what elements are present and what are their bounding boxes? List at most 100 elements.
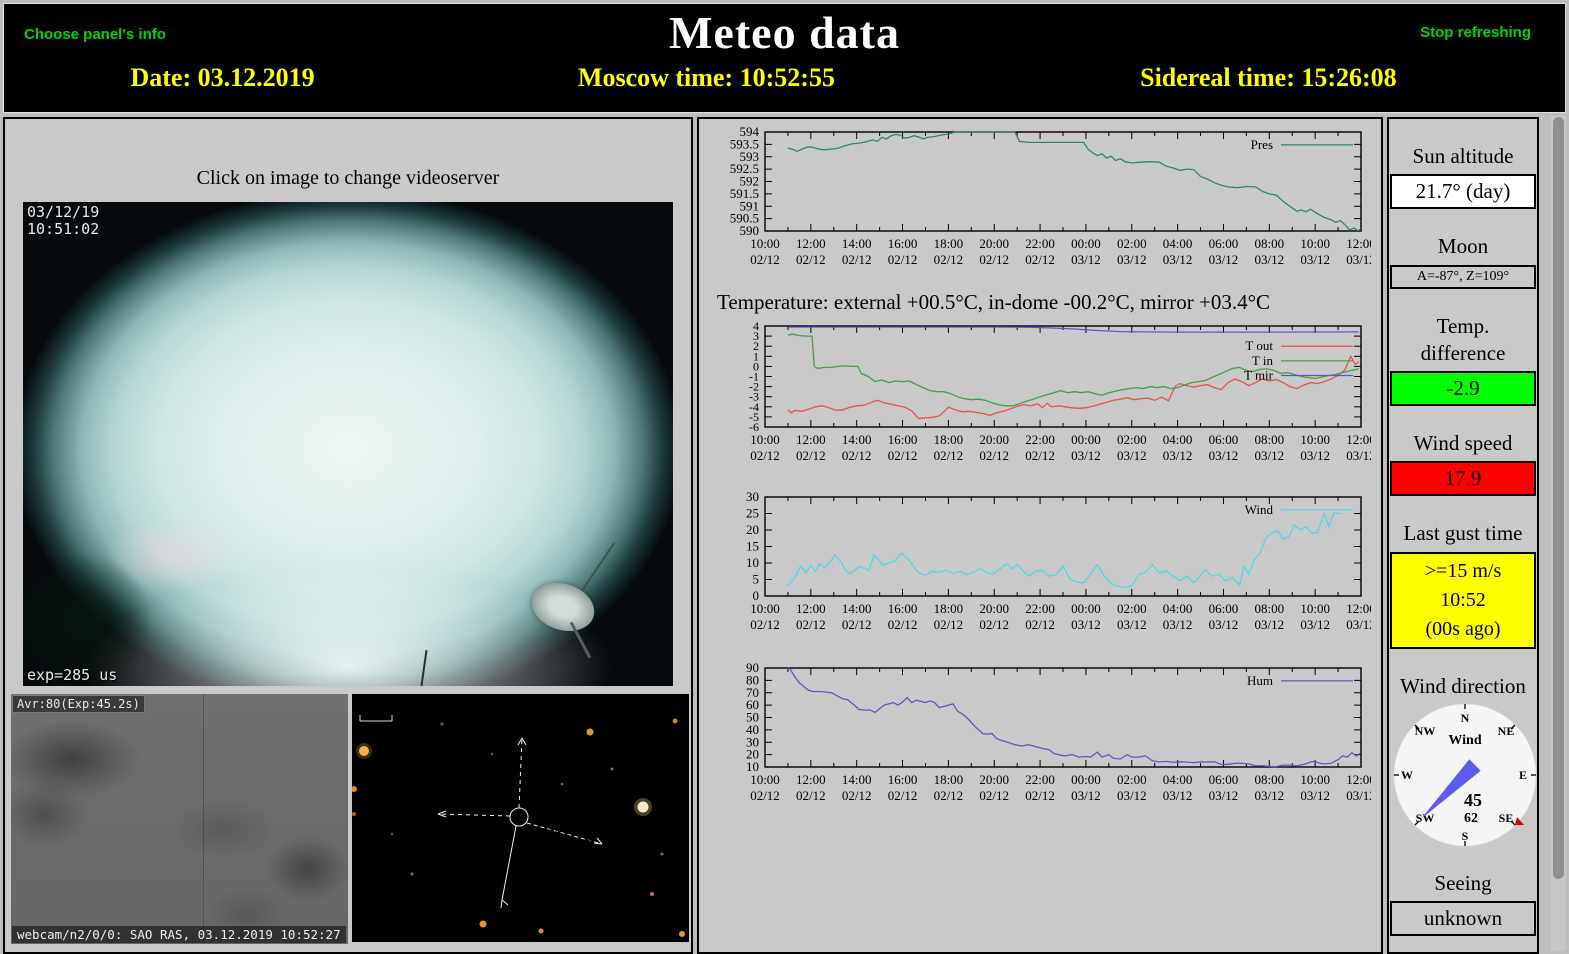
svg-text:590: 590 xyxy=(740,223,760,238)
svg-text:18:00: 18:00 xyxy=(934,432,964,447)
svg-text:03/12: 03/12 xyxy=(1300,448,1330,463)
last-gust-line1: >=15 m/s xyxy=(1424,559,1502,582)
last-gust-value: >=15 m/s 10:52 (00s ago) xyxy=(1390,551,1536,649)
svg-text:03/12: 03/12 xyxy=(1254,252,1284,267)
svg-text:02/12: 02/12 xyxy=(888,788,918,803)
svg-text:16:00: 16:00 xyxy=(888,772,918,787)
webcam-footer-label: webcam/n2/0/0: SAO RAS, 03.12.2019 10:52… xyxy=(12,926,346,943)
svg-text:03/12: 03/12 xyxy=(1300,788,1330,803)
svg-text:T mir: T mir xyxy=(1244,367,1274,382)
svg-text:02:00: 02:00 xyxy=(1117,772,1147,787)
svg-text:02:00: 02:00 xyxy=(1117,236,1147,251)
svg-text:02/12: 02/12 xyxy=(979,252,1009,267)
allsky-exposure-label: exp=285 us xyxy=(27,666,118,684)
last-gust-line3: (00s ago) xyxy=(1425,617,1501,640)
svg-text:03/12: 03/12 xyxy=(1117,448,1147,463)
temp-difference-value: -2.9 xyxy=(1390,371,1536,407)
svg-text:0: 0 xyxy=(753,359,759,373)
svg-text:12:00: 12:00 xyxy=(796,772,826,787)
svg-text:10:00: 10:00 xyxy=(750,601,780,616)
svg-text:22:00: 22:00 xyxy=(1025,772,1055,787)
svg-text:04:00: 04:00 xyxy=(1163,601,1193,616)
svg-text:06:00: 06:00 xyxy=(1209,601,1239,616)
svg-text:18:00: 18:00 xyxy=(934,236,964,251)
svg-text:T in: T in xyxy=(1252,353,1274,368)
svg-text:10:00: 10:00 xyxy=(750,772,780,787)
last-gust-title: Last gust time xyxy=(1403,521,1523,546)
svg-text:00:00: 00:00 xyxy=(1071,772,1101,787)
scale-label: 1' xyxy=(368,700,376,714)
webcam-image[interactable]: Avr:80(Exp:45.2s) webcam/n2/0/0: SAO RAS… xyxy=(11,694,348,944)
svg-text:02/12: 02/12 xyxy=(750,448,780,463)
svg-text:02/12: 02/12 xyxy=(979,617,1009,632)
choose-panel-info-link[interactable]: Choose panel's info xyxy=(24,26,166,43)
camera-panel: Click on image to change videoserver 03/… xyxy=(3,117,693,954)
svg-text:14:00: 14:00 xyxy=(842,236,872,251)
date-label: Date: 03.12.2019 xyxy=(130,63,315,92)
svg-text:02/12: 02/12 xyxy=(1025,448,1055,463)
svg-text:02/12: 02/12 xyxy=(1025,252,1055,267)
svg-text:02/12: 02/12 xyxy=(1025,788,1055,803)
svg-text:03/12: 03/12 xyxy=(1209,448,1239,463)
svg-text:22:00: 22:00 xyxy=(1025,601,1055,616)
svg-text:04:00: 04:00 xyxy=(1163,772,1193,787)
svg-text:02/12: 02/12 xyxy=(934,252,964,267)
svg-text:03/12: 03/12 xyxy=(1300,617,1330,632)
header: Choose panel's info Meteo data Stop refr… xyxy=(3,3,1566,113)
svg-text:12:00: 12:00 xyxy=(1346,236,1371,251)
svg-text:02/12: 02/12 xyxy=(888,252,918,267)
svg-text:03/12: 03/12 xyxy=(1163,448,1193,463)
svg-text:02/12: 02/12 xyxy=(934,788,964,803)
svg-text:12:00: 12:00 xyxy=(1346,601,1371,616)
guiding-starfield-image[interactable]: 1' Z A Dec 15:19:20.18 37:57: xyxy=(351,694,689,942)
svg-text:16:00: 16:00 xyxy=(888,432,918,447)
svg-text:14:00: 14:00 xyxy=(842,772,872,787)
stop-refreshing-link[interactable]: Stop refreshing xyxy=(1420,24,1531,41)
wind-speed-title: Wind speed xyxy=(1413,431,1513,456)
svg-text:03/12: 03/12 xyxy=(1346,252,1371,267)
svg-text:00:00: 00:00 xyxy=(1071,432,1101,447)
svg-text:04:00: 04:00 xyxy=(1163,432,1193,447)
svg-text:-6: -6 xyxy=(749,420,759,434)
svg-text:03/12: 03/12 xyxy=(1254,617,1284,632)
sidereal-time-label: Sidereal time: 15:26:08 xyxy=(1140,63,1397,92)
allsky-camera-image[interactable]: 03/12/19 10:51:02 exp=285 us xyxy=(23,202,673,686)
svg-text:02:00: 02:00 xyxy=(1117,432,1147,447)
svg-text:03/12: 03/12 xyxy=(1346,788,1371,803)
svg-text:06:00: 06:00 xyxy=(1209,236,1239,251)
svg-text:40: 40 xyxy=(746,722,759,737)
svg-text:70: 70 xyxy=(746,685,759,700)
svg-text:-2: -2 xyxy=(749,380,759,394)
svg-text:20:00: 20:00 xyxy=(979,772,1009,787)
svg-text:50: 50 xyxy=(746,710,759,725)
svg-text:16:00: 16:00 xyxy=(888,236,918,251)
wind-chart: 0 5 10 15 20 25 30 10:00 02/12 12:00 02/12 14:00 02/… xyxy=(703,489,1381,645)
temperature-heading: Temperature: external +00.5°C, in-dome -… xyxy=(717,290,1271,314)
last-gust-line2: 10:52 xyxy=(1440,588,1486,611)
svg-text:Wind: Wind xyxy=(1245,502,1274,517)
compass-wind-label: Wind xyxy=(1448,733,1481,748)
pressure-chart: 590 590.5 591 591.5 592 592.5 593 593.5 594 10:00… xyxy=(703,124,1381,280)
svg-text:4: 4 xyxy=(753,319,759,333)
temp-difference-title-line2: difference xyxy=(1420,340,1506,365)
sun-altitude-value: 21.7° (day) xyxy=(1390,174,1536,210)
svg-text:06:00: 06:00 xyxy=(1209,432,1239,447)
wind-gust-direction: 62 xyxy=(1464,811,1478,826)
svg-text:02/12: 02/12 xyxy=(796,252,826,267)
svg-text:590.5: 590.5 xyxy=(730,211,759,226)
compass-w-label: W xyxy=(1401,768,1413,782)
svg-text:02/12: 02/12 xyxy=(750,252,780,267)
svg-text:10:00: 10:00 xyxy=(1300,772,1330,787)
vertical-scrollbar[interactable] xyxy=(1551,116,1566,951)
svg-text:03/12: 03/12 xyxy=(1209,788,1239,803)
svg-text:03/12: 03/12 xyxy=(1117,617,1147,632)
svg-text:03/12: 03/12 xyxy=(1209,252,1239,267)
svg-text:02/12: 02/12 xyxy=(796,448,826,463)
svg-text:1: 1 xyxy=(753,349,759,363)
svg-text:12:00: 12:00 xyxy=(796,236,826,251)
svg-text:10:00: 10:00 xyxy=(750,236,780,251)
svg-text:02/12: 02/12 xyxy=(796,788,826,803)
svg-text:02/12: 02/12 xyxy=(979,788,1009,803)
scrollbar-thumb[interactable] xyxy=(1553,117,1564,879)
svg-text:25: 25 xyxy=(746,506,759,521)
